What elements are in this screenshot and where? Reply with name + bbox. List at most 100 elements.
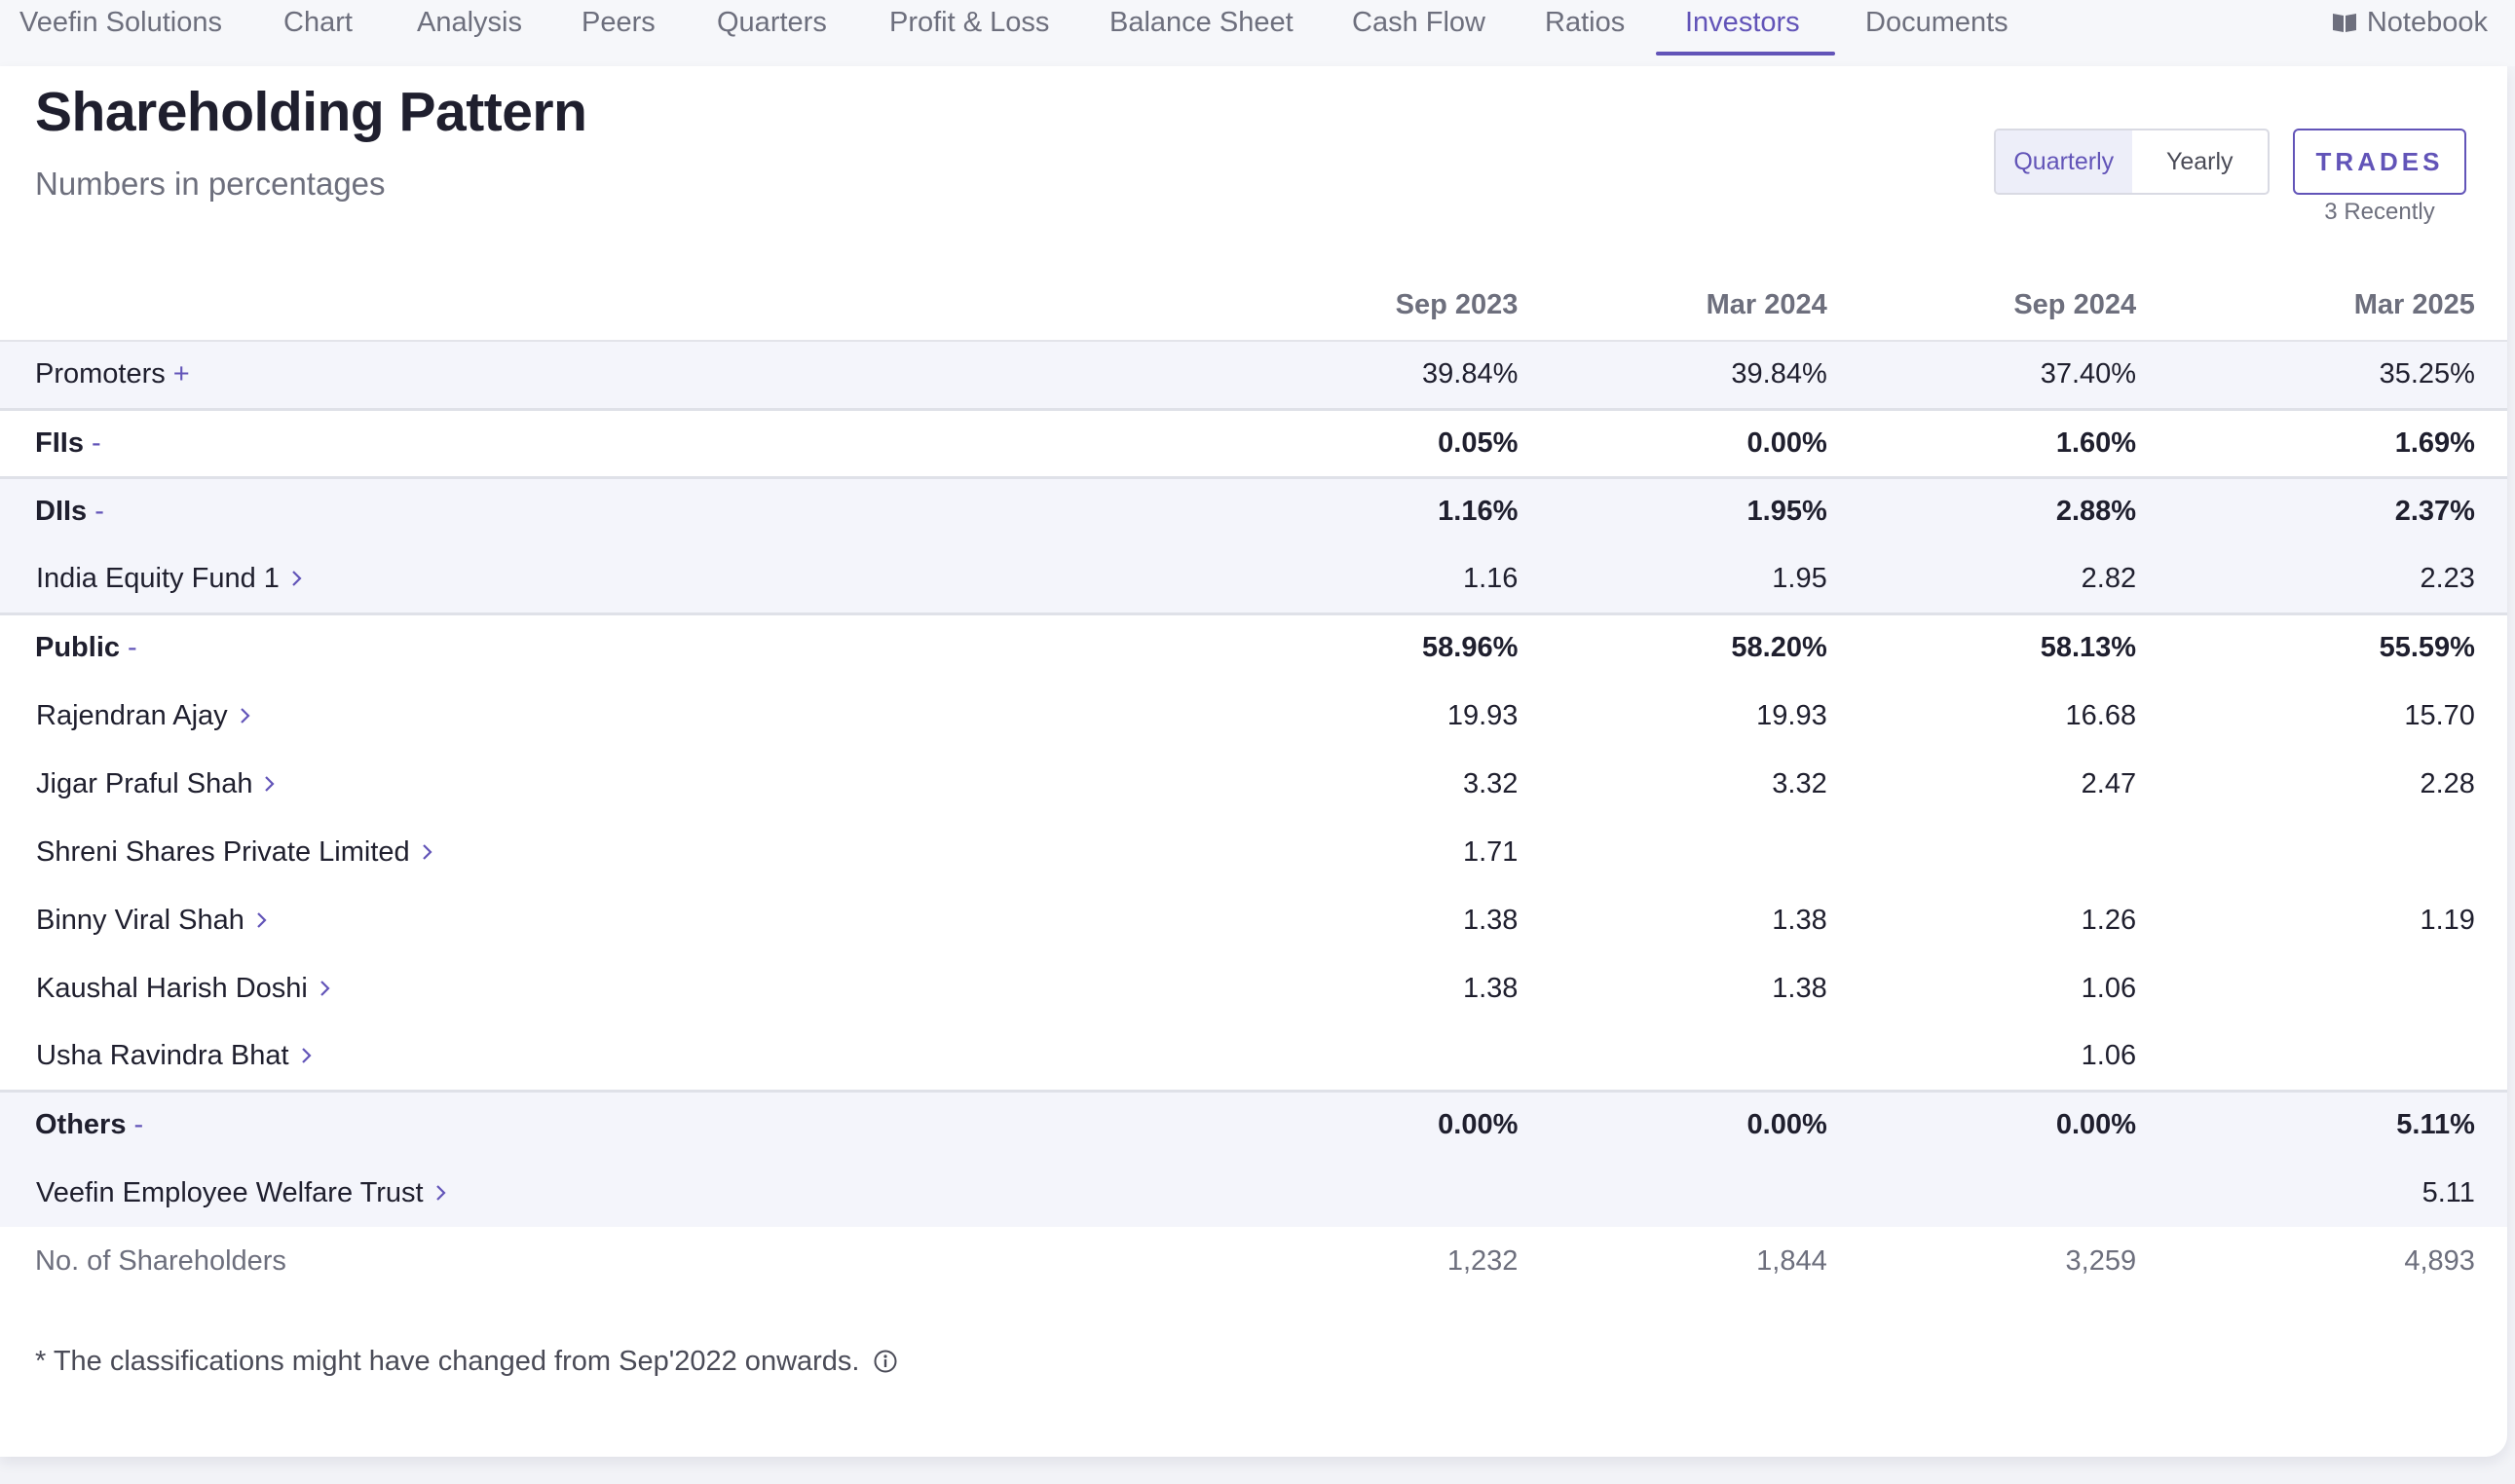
holder-row[interactable]: Binny Viral Shah 1.38 1.38 1.26 1.19	[0, 886, 2507, 954]
row-label-cell: Kaushal Harish Doshi	[0, 954, 1209, 1022]
page-subtitle: Numbers in percentages	[35, 166, 386, 202]
column-header: Mar 2025	[2136, 271, 2475, 342]
row-label-cell: DIIs -	[0, 475, 1210, 545]
tab-investors[interactable]: Investors	[1685, 7, 1800, 38]
value-cell	[2136, 1022, 2475, 1091]
table-row[interactable]: Others -0.00% 0.00% 0.00% 5.11%	[0, 1089, 2507, 1159]
row-label-cell: Others -	[0, 1089, 1210, 1159]
value-cell: 0.00%	[1209, 1089, 1519, 1159]
table-row[interactable]: DIIs -1.16% 1.95% 2.88% 2.37%	[0, 475, 2507, 545]
value-cell: 3,259	[2065, 1244, 2137, 1277]
value-cell: 35.25%	[2136, 341, 2475, 409]
value-cell: 0.00%	[1826, 1089, 2137, 1159]
trades-recent-count: 3 Recently	[2324, 199, 2435, 225]
value-cell: 1.38	[1772, 972, 1827, 1004]
period-toggle: Quarterly Yearly	[1994, 129, 2270, 195]
trades-button[interactable]: TRADES	[2293, 129, 2466, 195]
row-label[interactable]: Kaushal Harish Doshi	[36, 972, 308, 1004]
yearly-button[interactable]: Yearly	[2165, 148, 2233, 175]
value-cell: 55.59%	[2136, 612, 2475, 682]
chevron-right-icon	[292, 570, 302, 586]
value-cell: 0.00%	[1518, 407, 1827, 477]
row-pad	[2474, 407, 2507, 477]
row-pad	[2475, 886, 2507, 954]
chevron-right-icon	[240, 707, 250, 723]
value-cell	[1209, 1022, 1518, 1091]
row-label[interactable]: Usha Ravindra Bhat	[36, 1039, 289, 1071]
tab-balance-sheet[interactable]: Balance Sheet	[1109, 7, 1294, 38]
footnote-text: * The classifications might have changed…	[35, 1346, 860, 1377]
collapse-toggle[interactable]: -	[133, 1109, 144, 1141]
row-label[interactable]: Shreni Shares Private Limited	[36, 835, 410, 868]
notebook-label: Notebook	[2366, 7, 2488, 38]
value-cell: 3.32	[1462, 767, 1519, 799]
row-pad	[2474, 475, 2507, 545]
value-cell: 1.19	[2420, 904, 2475, 936]
row-pad	[2475, 1227, 2507, 1295]
row-label[interactable]: FIIs	[35, 427, 84, 459]
tab-ratios[interactable]: Ratios	[1545, 7, 1626, 38]
row-label[interactable]: DIIs	[35, 496, 88, 528]
row-label[interactable]: India Equity Fund 1	[36, 562, 280, 594]
table-row[interactable]: Public -58.96% 58.20% 58.13% 55.59%	[0, 612, 2507, 682]
column-header: Sep 2023	[1209, 271, 1519, 342]
row-pad	[2475, 954, 2507, 1022]
tab-analysis[interactable]: Analysis	[417, 7, 522, 38]
row-pad	[2474, 612, 2507, 682]
row-label-cell: FIIs -	[0, 407, 1210, 477]
holder-row[interactable]: Kaushal Harish Doshi 1.38 1.38 1.06	[0, 954, 2507, 1022]
value-cell: 16.68	[2065, 699, 2137, 731]
tab-chart[interactable]: Chart	[283, 7, 353, 38]
row-label-cell: No. of Shareholders	[0, 1227, 1209, 1295]
holder-row[interactable]: India Equity Fund 1 1.16 1.95 2.82 2.23	[0, 545, 2507, 613]
value-cell: 1.95	[1518, 545, 1827, 613]
value-cell: 58.96%	[1209, 612, 1519, 682]
row-pad	[2474, 1089, 2507, 1159]
row-label[interactable]: Public	[35, 632, 121, 664]
column-header: Sep 2024	[1826, 271, 2137, 342]
value-cell: 39.84%	[1518, 341, 1827, 409]
value-cell: 0.05%	[1209, 407, 1519, 477]
value-cell: 1,232	[1446, 1244, 1519, 1277]
info-icon[interactable]	[873, 1349, 898, 1374]
shareholding-table: Sep 2023 Mar 2024 Sep 2024 Mar 2025 Prom…	[0, 271, 2507, 1295]
row-label[interactable]: Jigar Praful Shah	[36, 767, 253, 799]
row-label[interactable]: Binny Viral Shah	[36, 904, 244, 936]
holder-row[interactable]: Jigar Praful Shah 3.32 3.32 2.47 2.28	[0, 750, 2507, 818]
value-cell: 2.37%	[2136, 475, 2475, 545]
row-label[interactable]: Rajendran Ajay	[36, 699, 228, 731]
quarterly-button[interactable]: Quarterly	[1996, 130, 2132, 193]
tab-peers[interactable]: Peers	[582, 7, 656, 38]
expand-toggle[interactable]: +	[172, 358, 190, 390]
value-cell: 3.32	[1772, 767, 1827, 799]
tab-profit-loss[interactable]: Profit & Loss	[889, 7, 1050, 38]
collapse-toggle[interactable]: -	[91, 427, 101, 459]
collapse-toggle[interactable]: -	[128, 632, 137, 664]
chevron-right-icon	[320, 980, 330, 996]
table-row: No. of Shareholders 1,232 1,844 3,259 4,893	[0, 1227, 2507, 1295]
collapse-toggle[interactable]: -	[94, 496, 104, 528]
row-label-cell: Rajendran Ajay	[0, 682, 1209, 750]
notebook-link[interactable]: Notebook	[2332, 0, 2488, 45]
row-label-cell: Promoters +	[0, 341, 1210, 409]
row-label[interactable]: Others	[35, 1109, 127, 1141]
value-cell: 19.93	[1446, 699, 1519, 731]
row-label-cell: Jigar Praful Shah	[0, 750, 1209, 818]
table-header-row: Sep 2023 Mar 2024 Sep 2024 Mar 2025	[0, 271, 2507, 342]
holder-row[interactable]: Veefin Employee Welfare Trust 5.11	[0, 1159, 2507, 1227]
table-row[interactable]: Promoters +39.84% 39.84% 37.40% 35.25%	[0, 341, 2507, 409]
value-cell: 2.47	[2081, 767, 2137, 799]
holder-row[interactable]: Rajendran Ajay 19.93 19.93 16.68 15.70	[0, 682, 2507, 750]
row-label[interactable]: Veefin Employee Welfare Trust	[36, 1176, 424, 1208]
table-row[interactable]: FIIs -0.05% 0.00% 1.60% 1.69%	[0, 407, 2507, 477]
tab-veefin-solutions[interactable]: Veefin Solutions	[19, 7, 222, 38]
holder-row[interactable]: Shreni Shares Private Limited 1.71	[0, 818, 2507, 886]
row-label[interactable]: Promoters	[35, 358, 166, 390]
classification-footnote: * The classifications might have changed…	[35, 1346, 898, 1378]
tab-documents[interactable]: Documents	[1865, 7, 2008, 38]
holder-row[interactable]: Usha Ravindra Bhat 1.06	[0, 1022, 2507, 1091]
tab-quarters[interactable]: Quarters	[717, 7, 827, 38]
tab-cash-flow[interactable]: Cash Flow	[1352, 7, 1485, 38]
value-cell: 1.38	[1772, 904, 1827, 936]
active-tab-underline	[1656, 52, 1835, 56]
